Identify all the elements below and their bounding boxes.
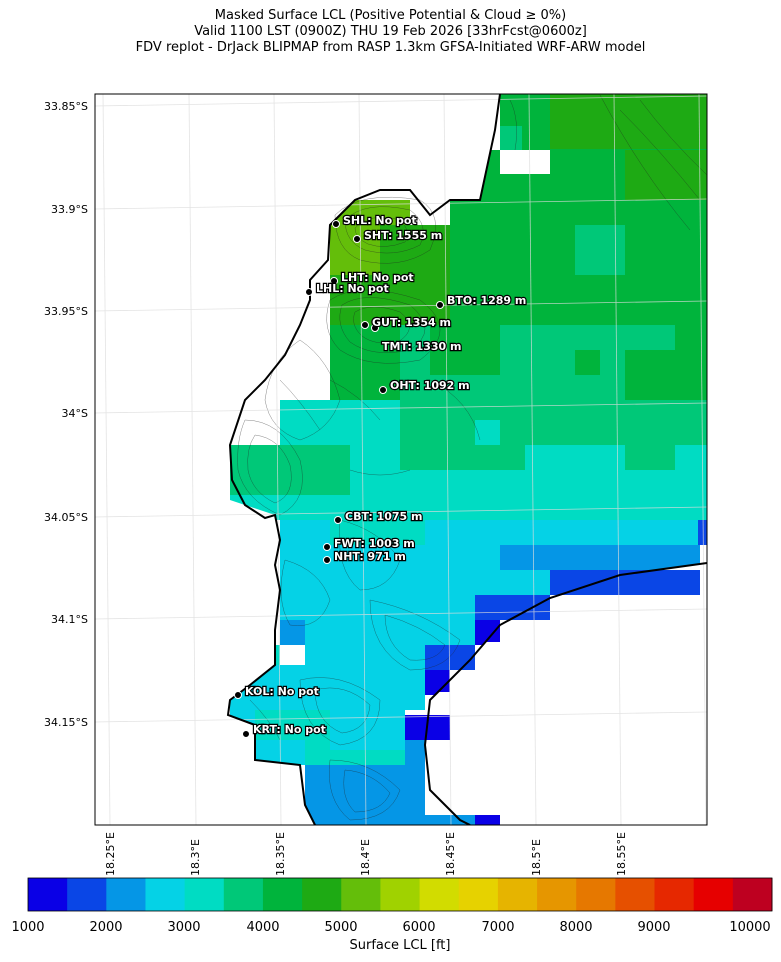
colorbar-frame: [27, 877, 773, 912]
station-marker-bto[interactable]: [436, 301, 444, 309]
longitude-axis: 18.25°E 18.3°E 18.35°E 18.4°E 18.45°E 18…: [104, 832, 628, 876]
colorbar-swatch: [262, 878, 303, 911]
colorbar-ticks: 1000 2000 3000 4000 5000 6000 7000 8000 …: [11, 920, 770, 935]
station-marker-shl[interactable]: [332, 220, 340, 228]
colorbar-swatch: [537, 878, 577, 911]
colorbar-swatch: [654, 878, 695, 911]
map-title-line-1: Masked Surface LCL (Positive Potential &…: [214, 8, 567, 23]
ocean-mask-east: [425, 563, 707, 825]
colorbar-swatch: [576, 878, 616, 911]
lon-tick: 18.55°E: [615, 832, 628, 876]
station-label-lhl: LHL: No pot: [316, 282, 389, 295]
station-marker-oht[interactable]: [379, 386, 387, 394]
station-label-cbt: CBT: 1075 m: [345, 510, 423, 523]
colorbar-swatch: [302, 878, 342, 911]
lat-tick: 33.85°S: [44, 100, 88, 113]
lat-tick: 34.15°S: [44, 716, 88, 729]
colorbar-swatch: [419, 878, 460, 911]
station-marker-fwt[interactable]: [323, 543, 331, 551]
colorbar-swatch: [28, 878, 68, 911]
colorbar-swatch: [497, 878, 538, 911]
station-marker-lht[interactable]: [330, 277, 338, 285]
colorbar-swatch: [67, 878, 107, 911]
station-marker-tmt[interactable]: [371, 324, 379, 332]
lat-tick: 33.95°S: [44, 305, 88, 318]
station-label-gut: GUT: 1354 m: [372, 316, 451, 329]
coastline-east: [423, 562, 707, 825]
station-label-oht: OHT: 1092 m: [390, 379, 470, 392]
station-label-fwt: FWT: 1003 m: [334, 537, 415, 550]
lat-tick: 34°S: [62, 407, 88, 420]
station-marker-cbt[interactable]: [334, 516, 342, 524]
colorbar-swatch: [693, 878, 734, 911]
colorbar-tick: 4000: [246, 920, 279, 935]
colorbar-swatch: [341, 878, 381, 911]
terrain-contours: [237, 94, 707, 821]
colorbar-swatch: [223, 878, 264, 911]
station-label-nht: NHT: 971 m: [334, 550, 406, 563]
coastline-west: [226, 94, 501, 825]
station-label-sht: SHT: 1555 m: [364, 229, 442, 242]
colorbar-tick: 6000: [402, 920, 435, 935]
colorbar-swatch: [184, 878, 225, 911]
station-label-bto: BTO: 1289 m: [447, 294, 526, 307]
station-marker-lhl[interactable]: [305, 288, 313, 296]
station-marker-kol[interactable]: [234, 691, 242, 699]
station-label-kol: KOL: No pot: [245, 685, 319, 698]
lon-tick: 18.25°E: [104, 832, 117, 876]
colorbar-tick: 10000: [729, 920, 770, 935]
colorbar-label: Surface LCL [ft]: [350, 938, 451, 953]
latitude-axis: 33.85°S 33.9°S 33.95°S 34°S 34.05°S 34.1…: [44, 100, 88, 729]
lon-tick: 18.5°E: [530, 839, 543, 876]
station-marker-nht[interactable]: [323, 556, 331, 564]
station-label-shl: SHL: No pot: [343, 214, 417, 227]
colorbar-tick: 2000: [89, 920, 122, 935]
map-title-line-2: Valid 1100 LST (0900Z) THU 19 Feb 2026 […: [194, 24, 587, 39]
station-marker-gut[interactable]: [361, 321, 369, 329]
lat-tick: 34.05°S: [44, 511, 88, 524]
ocean-mask: [95, 94, 500, 825]
station-marker-krt[interactable]: [242, 730, 250, 738]
map-frame: [94, 93, 708, 826]
station-label-krt: KRT: No pot: [253, 723, 326, 736]
lon-tick: 18.4°E: [359, 839, 372, 876]
lat-tick: 33.9°S: [51, 203, 88, 216]
colorbar-swatch: [145, 878, 186, 911]
colorbar-tick: 7000: [481, 920, 514, 935]
colorbar-tick: 3000: [167, 920, 200, 935]
map-title-line-3: FDV replot - DrJack BLIPMAP from RASP 1.…: [135, 40, 646, 55]
lat-tick: 34.1°S: [51, 613, 88, 626]
lon-tick: 18.35°E: [274, 832, 287, 876]
colorbar-tick: 1000: [11, 920, 44, 935]
colorbar: [27, 877, 773, 912]
graticule: [95, 94, 707, 825]
lon-tick: 18.3°E: [189, 839, 202, 876]
colorbar-swatch: [732, 878, 773, 911]
lon-tick: 18.45°E: [444, 832, 457, 876]
colorbar-swatch: [106, 878, 146, 911]
colorbar-swatch: [458, 878, 499, 911]
colorbar-swatch: [615, 878, 656, 911]
station-label-lht: LHT: No pot: [341, 271, 414, 284]
colorbar-tick: 5000: [324, 920, 357, 935]
station-label-tmt: TMT: 1330 m: [382, 340, 462, 353]
colorbar-tick: 8000: [559, 920, 592, 935]
station-marker-sht[interactable]: [353, 235, 361, 243]
colorbar-swatch: [380, 878, 421, 911]
station-markers: SHL: No pot SHT: 1555 m LHT: No pot LHL:…: [234, 213, 528, 738]
colorbar-tick: 9000: [637, 920, 670, 935]
